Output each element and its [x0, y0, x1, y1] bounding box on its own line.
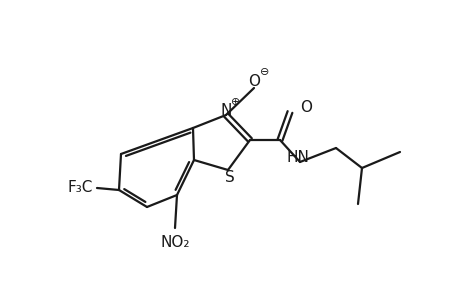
Text: NO₂: NO₂ [160, 235, 190, 250]
Text: HN: HN [286, 149, 309, 164]
Text: ⊖: ⊖ [260, 67, 269, 77]
Text: S: S [224, 170, 235, 185]
Text: F₃C: F₃C [67, 181, 93, 196]
Text: N: N [220, 103, 231, 118]
Text: O: O [247, 74, 259, 88]
Text: ⊕: ⊕ [231, 97, 240, 107]
Text: O: O [299, 100, 311, 115]
